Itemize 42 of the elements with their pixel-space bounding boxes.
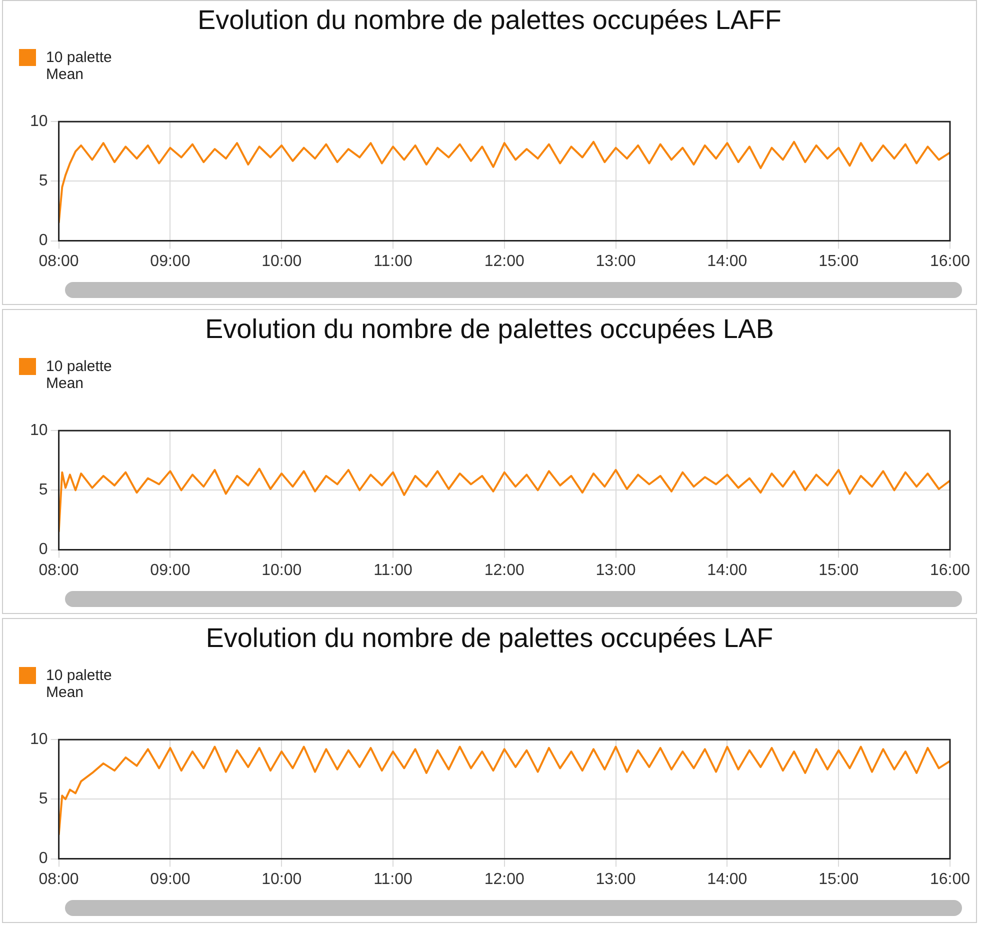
x-tick-label: 14:00 [707,562,748,579]
x-tick-label: 10:00 [262,870,302,888]
x-tick-label: 13:00 [596,562,636,579]
x-tick-label: 15:00 [818,870,859,888]
x-tick-label: 13:00 [596,870,636,888]
y-tick-label: 0 [38,850,48,868]
y-tick-label: 0 [38,541,48,558]
x-tick-label: 11:00 [374,870,413,888]
x-tick-label: 12:00 [484,252,525,270]
y-tick-label: 5 [38,790,48,808]
y-tick-label: 10 [30,731,48,748]
x-tick-label: 15:00 [818,252,859,270]
x-tick-label: 08:00 [38,252,79,270]
x-tick-label: 09:00 [150,252,190,270]
x-tick-label: 14:00 [707,870,748,888]
chart-title: Evolution du nombre de palettes occupées LAB [204,314,775,346]
x-tick-label: 16:00 [930,252,970,270]
x-tick-label: 11:00 [374,252,413,270]
legend-label: 10 palette Mean [46,49,113,83]
x-tick-label: 09:00 [150,562,190,579]
x-tick-label: 16:00 [930,870,970,888]
y-tick-label: 10 [30,113,48,130]
legend-label: 10 palette Mean [46,667,113,701]
chart-title: Evolution du nombre de palettes occupées LAFF [196,5,782,37]
x-tick-label: 12:00 [484,562,525,579]
x-tick-label: 10:00 [262,252,302,270]
chart-title: Evolution du nombre de palettes occupées LAF [204,623,774,655]
x-tick-label: 12:00 [484,870,525,888]
y-tick-label: 10 [30,422,48,440]
x-tick-label: 16:00 [930,562,970,579]
x-tick-label: 11:00 [374,562,413,579]
y-tick-label: 5 [38,482,48,499]
y-tick-label: 5 [38,172,48,190]
x-tick-label: 09:00 [150,870,190,888]
x-tick-label: 14:00 [707,252,748,270]
x-tick-label: 08:00 [38,870,79,888]
y-tick-label: 0 [38,232,48,250]
x-tick-label: 13:00 [596,252,636,270]
x-tick-label: 10:00 [262,562,302,579]
x-tick-label: 08:00 [38,562,79,579]
legend-label: 10 palette Mean [46,358,113,392]
x-tick-label: 15:00 [818,562,859,579]
